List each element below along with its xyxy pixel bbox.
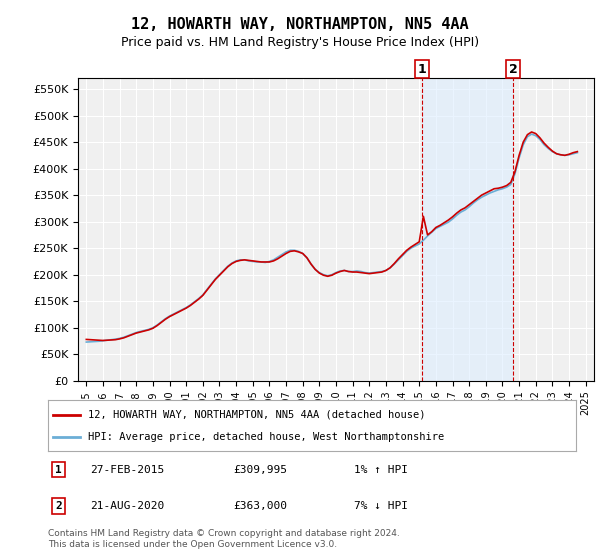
Text: 12, HOWARTH WAY, NORTHAMPTON, NN5 4AA: 12, HOWARTH WAY, NORTHAMPTON, NN5 4AA: [131, 17, 469, 32]
Text: 1: 1: [418, 63, 426, 76]
Text: HPI: Average price, detached house, West Northamptonshire: HPI: Average price, detached house, West…: [88, 432, 444, 442]
Text: Contains HM Land Registry data © Crown copyright and database right 2024.
This d: Contains HM Land Registry data © Crown c…: [48, 529, 400, 549]
Text: 21-AUG-2020: 21-AUG-2020: [90, 501, 164, 511]
Text: 2: 2: [509, 63, 518, 76]
Bar: [422, 78, 513, 381]
Text: 1: 1: [55, 465, 62, 475]
Text: 12, HOWARTH WAY, NORTHAMPTON, NN5 4AA (detached house): 12, HOWARTH WAY, NORTHAMPTON, NN5 4AA (d…: [88, 409, 425, 419]
Text: £363,000: £363,000: [233, 501, 287, 511]
Text: 27-FEB-2015: 27-FEB-2015: [90, 465, 164, 475]
Text: 2: 2: [55, 501, 62, 511]
Text: £309,995: £309,995: [233, 465, 287, 475]
Text: 7% ↓ HPI: 7% ↓ HPI: [354, 501, 408, 511]
Text: Price paid vs. HM Land Registry's House Price Index (HPI): Price paid vs. HM Land Registry's House …: [121, 36, 479, 49]
Text: 1% ↑ HPI: 1% ↑ HPI: [354, 465, 408, 475]
